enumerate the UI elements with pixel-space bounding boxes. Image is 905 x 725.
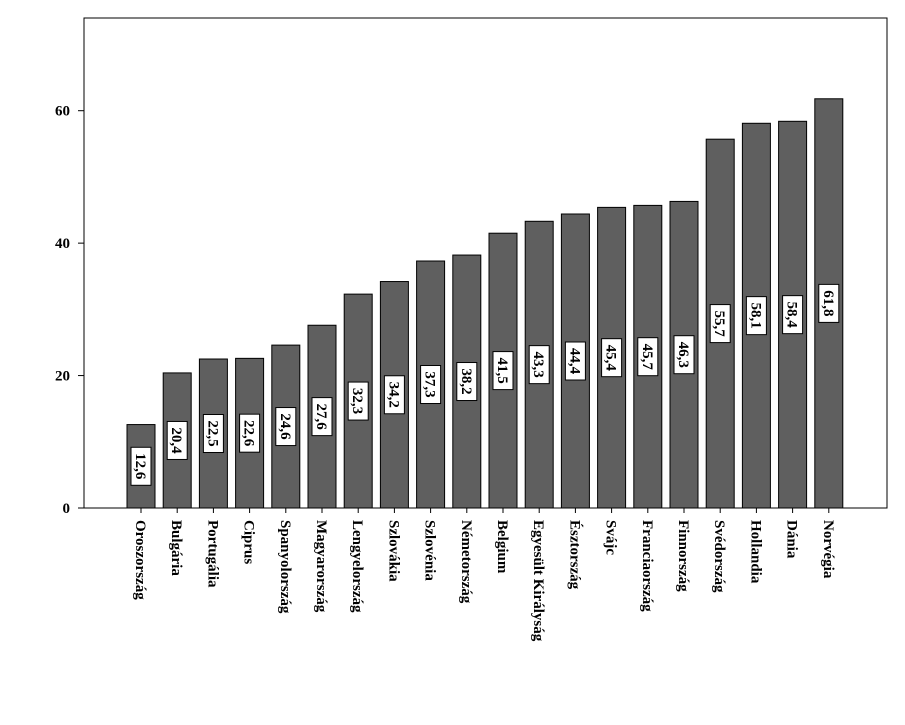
x-tick-label: Svédország — [711, 520, 727, 593]
data-label-box — [130, 446, 152, 486]
data-label-text: 32,3 — [349, 388, 365, 414]
x-tick-label: Dánia — [784, 520, 800, 559]
data-label-box — [166, 420, 188, 460]
data-label: 46,3 — [673, 335, 695, 375]
data-label: 27,6 — [311, 397, 333, 437]
data-label-box — [782, 295, 804, 335]
y-tick-label: 20 — [55, 369, 70, 385]
x-tick-label: Portugália — [204, 520, 220, 588]
x-tick-label: Spanyolország — [277, 520, 293, 614]
data-label: 22,5 — [202, 414, 224, 454]
x-tick-label: Ciprus — [241, 520, 257, 564]
data-label-text: 43,3 — [530, 352, 546, 378]
y-tick-label: 0 — [63, 501, 71, 517]
data-label: 43,3 — [528, 345, 550, 385]
bars: 12,6 20,4 22,5 22,6 24,6 27,6 32,3 34,2 37,3 38,2… — [126, 98, 844, 509]
data-label-text: 44,4 — [566, 348, 582, 375]
data-label-text: 61,8 — [820, 290, 836, 316]
data-label-box — [347, 381, 369, 421]
data-label: 22,6 — [239, 413, 261, 453]
data-label-box — [420, 365, 442, 405]
x-tick-label: Belgium — [494, 520, 510, 574]
x-tick-label: Lengyelország — [349, 520, 365, 613]
data-label-box — [456, 362, 478, 402]
data-label-text: 37,3 — [422, 371, 438, 397]
y-tick-label: 40 — [55, 236, 70, 252]
data-label: 38,2 — [456, 362, 478, 402]
x-tick-label: Franciaország — [639, 520, 655, 612]
x-tick-label: Svájc — [603, 520, 619, 555]
data-label-text: 41,5 — [494, 357, 510, 383]
data-label-text: 58,4 — [784, 302, 800, 329]
data-label: 45,4 — [601, 338, 623, 378]
data-label-box — [383, 375, 405, 415]
x-axis: Oroszország Bulgária Portugália Ciprus Spany… — [132, 508, 836, 642]
x-tick-label: Szlovákia — [385, 520, 401, 582]
data-label-box — [709, 304, 731, 344]
data-label-text: 58,1 — [747, 303, 763, 329]
data-label-text: 24,6 — [277, 413, 293, 440]
data-label-text: 45,7 — [639, 344, 655, 371]
x-tick-label: Egyesült Királyság — [530, 520, 546, 642]
data-label: 61,8 — [818, 283, 840, 323]
data-label-box — [239, 413, 261, 453]
data-label-text: 55,7 — [711, 310, 727, 337]
data-label: 58,4 — [782, 295, 804, 335]
data-label-text: 38,2 — [458, 368, 474, 394]
data-label: 44,4 — [564, 341, 586, 381]
data-label-box — [818, 283, 840, 323]
y-tick-label: 60 — [55, 104, 70, 120]
data-label: 32,3 — [347, 381, 369, 421]
data-label: 55,7 — [709, 304, 731, 344]
data-label: 20,4 — [166, 420, 188, 460]
data-label-box — [564, 341, 586, 381]
data-label-text: 27,6 — [313, 403, 329, 430]
x-tick-label: Hollandia — [747, 520, 763, 584]
x-tick-label: Németország — [458, 520, 474, 604]
data-label: 12,6 — [130, 446, 152, 486]
x-tick-label: Finnország — [675, 520, 691, 592]
x-tick-label: Oroszország — [132, 520, 148, 600]
x-tick-label: Norvégia — [820, 520, 836, 579]
data-label-box — [745, 296, 767, 336]
data-label-box — [673, 335, 695, 375]
data-label-box — [311, 397, 333, 437]
x-tick-label: Bulgária — [168, 520, 184, 576]
data-label: 41,5 — [492, 351, 514, 391]
data-label-text: 45,4 — [603, 345, 619, 372]
data-label-box — [202, 414, 224, 454]
data-label-box — [492, 351, 514, 391]
data-label-box — [275, 407, 297, 447]
x-tick-label: Észtország — [566, 520, 583, 590]
data-label-text: 22,5 — [204, 420, 220, 446]
data-label-text: 46,3 — [675, 342, 691, 368]
data-label-box — [637, 337, 659, 377]
data-label: 24,6 — [275, 407, 297, 447]
data-label-text: 20,4 — [168, 427, 184, 454]
data-label-text: 22,6 — [241, 420, 257, 447]
data-label-text: 34,2 — [385, 382, 401, 408]
data-label-text: 12,6 — [132, 453, 148, 480]
data-label: 45,7 — [637, 337, 659, 377]
plot-frame — [83, 17, 888, 509]
data-label-box — [528, 345, 550, 385]
data-label: 58,1 — [745, 296, 767, 336]
data-label: 37,3 — [420, 365, 442, 405]
x-tick-label: Szlovénia — [422, 520, 438, 581]
x-tick-label: Magyarország — [313, 520, 329, 613]
data-label-box — [601, 338, 623, 378]
data-label: 34,2 — [383, 375, 405, 415]
y-axis: 0 20 40 60 — [55, 104, 84, 517]
